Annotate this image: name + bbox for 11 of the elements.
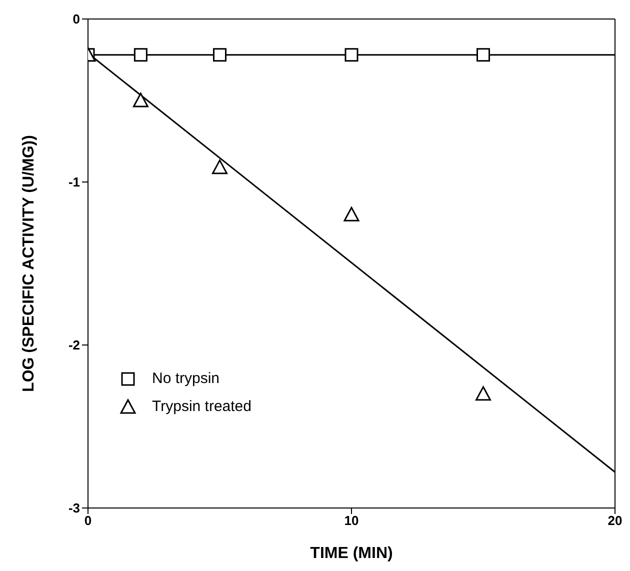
y-tick-label: -1: [68, 174, 80, 190]
legend-label: Trypsin treated: [152, 398, 252, 414]
y-tick-label: -3: [68, 500, 80, 516]
x-tick-label: 10: [344, 513, 359, 528]
x-tick-label: 0: [84, 513, 92, 528]
y-tick-label: 0: [72, 12, 80, 27]
x-axis-title: TIME (MIN): [310, 545, 393, 562]
y-tick-label: -2: [68, 338, 80, 353]
y-axis-title: LOG (SPECIFIC ACTIVITY (U/MG)): [20, 135, 38, 392]
x-tick-label: 20: [608, 513, 622, 528]
legend-label: No trypsin: [152, 370, 220, 386]
